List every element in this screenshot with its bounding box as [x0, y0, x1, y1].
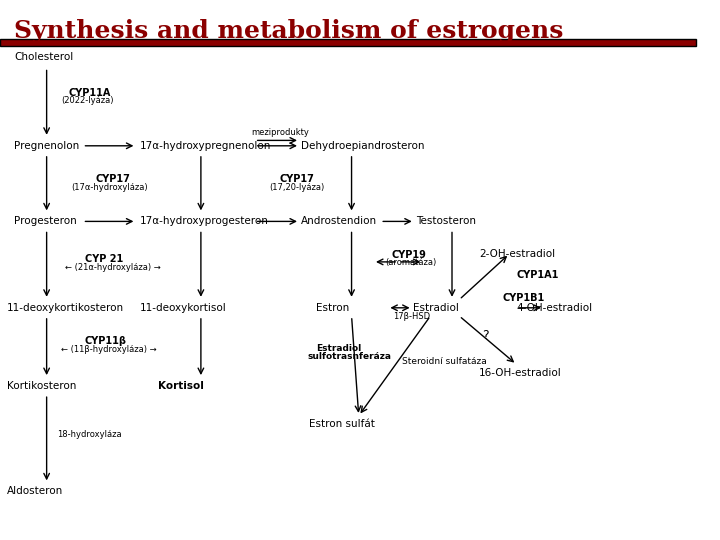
- Text: CYP17: CYP17: [280, 174, 315, 184]
- Text: Estron sulfát: Estron sulfát: [308, 419, 374, 429]
- Text: meziprodukty: meziprodukty: [251, 128, 309, 137]
- Text: (17,20-lyáza): (17,20-lyáza): [269, 183, 324, 192]
- Text: Steroidní sulfatáza: Steroidní sulfatáza: [402, 357, 487, 366]
- Text: 2-OH-estradiol: 2-OH-estradiol: [480, 249, 555, 259]
- Text: CYP1A1: CYP1A1: [516, 271, 559, 280]
- Text: Estradiol: Estradiol: [315, 344, 361, 353]
- Text: 18-hydroxyláza: 18-hydroxyláza: [58, 430, 122, 439]
- Text: 4-OH-estradiol: 4-OH-estradiol: [516, 303, 593, 313]
- Text: 11-deoxykortisol: 11-deoxykortisol: [140, 303, 227, 313]
- Text: Cholesterol: Cholesterol: [14, 52, 73, 62]
- Text: CYP17: CYP17: [96, 174, 130, 184]
- Text: (17α-hydroxyláza): (17α-hydroxyláza): [72, 183, 148, 192]
- Text: Aldosteron: Aldosteron: [7, 487, 63, 496]
- Text: Pregnenolon: Pregnenolon: [14, 141, 80, 151]
- Text: CYP1B1: CYP1B1: [503, 293, 544, 303]
- Text: Synthesis and metabolism of estrogens: Synthesis and metabolism of estrogens: [14, 19, 564, 43]
- Text: Progesteron: Progesteron: [14, 217, 77, 226]
- Text: Kortikosteron: Kortikosteron: [7, 381, 76, 391]
- Text: Estron: Estron: [315, 303, 349, 313]
- Text: 17α-hydroxypregnenolon: 17α-hydroxypregnenolon: [140, 141, 271, 151]
- Text: 17α-hydroxyprogesteron: 17α-hydroxyprogesteron: [140, 217, 269, 226]
- Text: ← (21α-hydroxyláza) →: ← (21α-hydroxyláza) →: [65, 263, 161, 272]
- Text: ← (11β-hydroxyláza) →: ← (11β-hydroxyláza) →: [61, 345, 157, 354]
- Text: (aromatáza): (aromatáza): [385, 259, 436, 267]
- Text: (2022-lyáza): (2022-lyáza): [61, 97, 114, 105]
- Text: 17β-HSD: 17β-HSD: [393, 313, 431, 321]
- Text: CYP11A: CYP11A: [68, 88, 111, 98]
- Text: sulfotrasnferáza: sulfotrasnferáza: [307, 352, 391, 361]
- Text: CYP11β: CYP11β: [85, 336, 127, 346]
- Text: 11-deoxykortikosteron: 11-deoxykortikosteron: [7, 303, 125, 313]
- Text: 16-OH-estradiol: 16-OH-estradiol: [480, 368, 562, 377]
- Text: Testosteron: Testosteron: [416, 217, 476, 226]
- Text: CYP19: CYP19: [391, 250, 426, 260]
- Text: Estradiol: Estradiol: [413, 303, 459, 313]
- Text: ?: ?: [482, 329, 489, 342]
- Text: CYP 21: CYP 21: [85, 254, 123, 264]
- Text: Androstendion: Androstendion: [302, 217, 377, 226]
- Text: Dehydroepiandrosteron: Dehydroepiandrosteron: [302, 141, 425, 151]
- Text: Kortisol: Kortisol: [158, 381, 204, 391]
- FancyBboxPatch shape: [0, 39, 696, 46]
